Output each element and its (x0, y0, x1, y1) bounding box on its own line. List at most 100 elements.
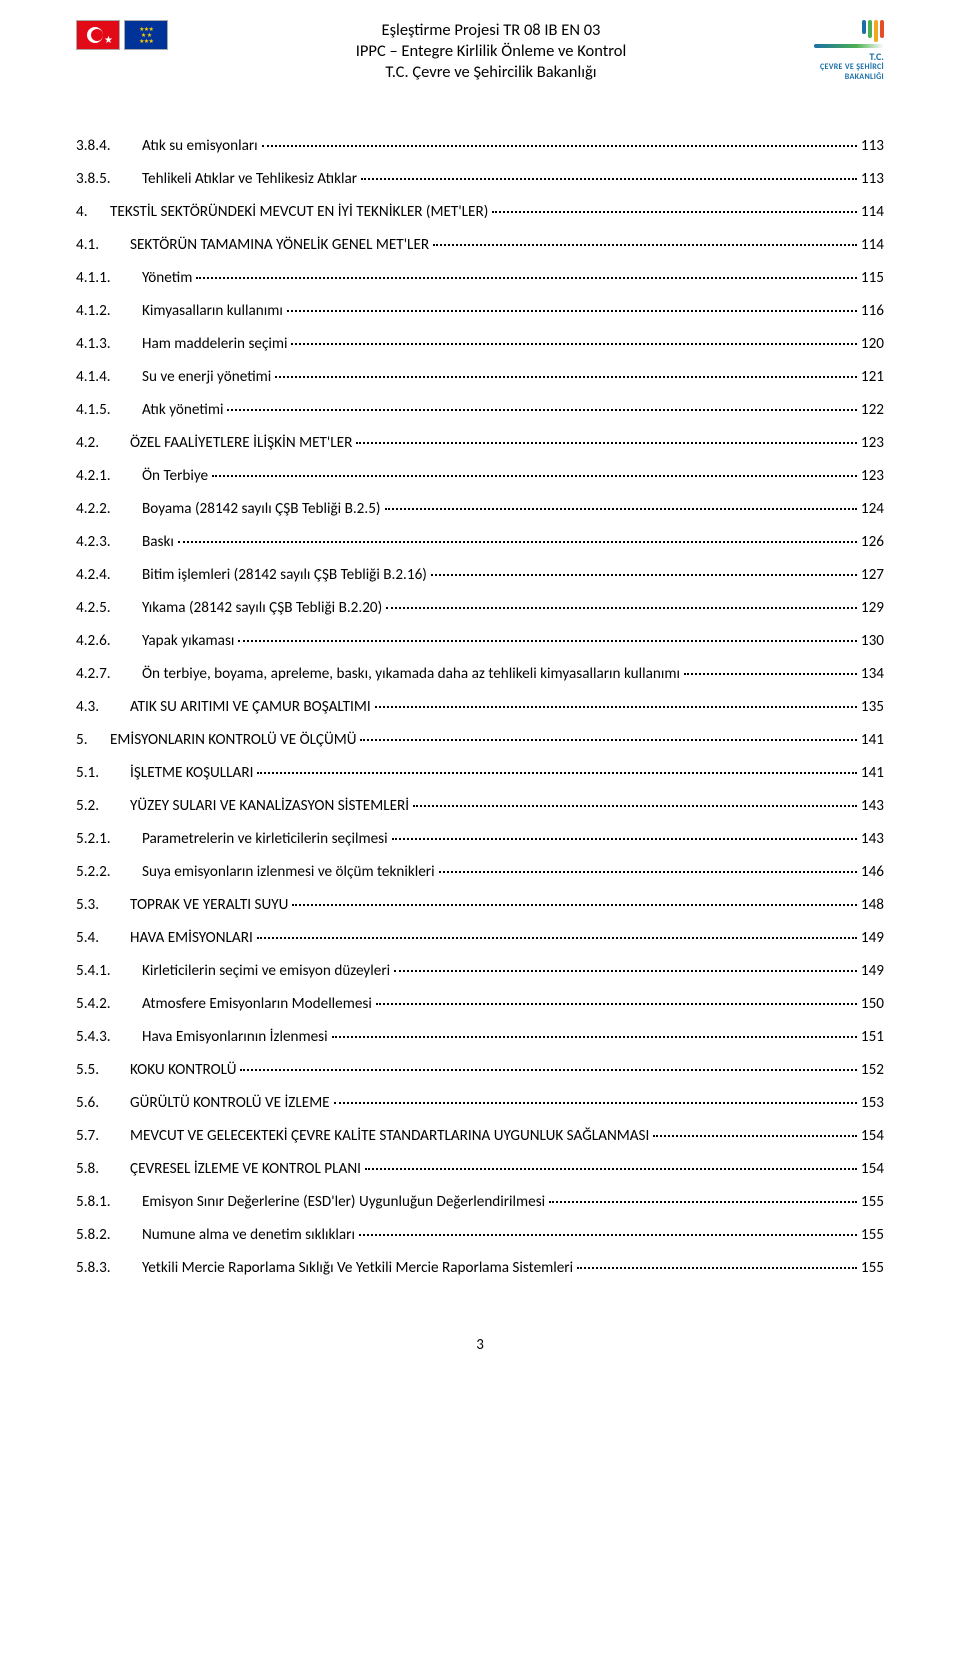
toc-entry: 4.1.3. Ham maddelerin seçimi 120 (76, 335, 884, 354)
toc-entry-title: Kirleticilerin seçimi ve emisyon düzeyle… (142, 962, 390, 981)
toc-entry-number: 5.7. (76, 1127, 116, 1146)
page-header: ★ ★ ★ ★★ ★★ ★ ★ Eşleştirme Projesi TR 08… (76, 20, 884, 83)
toc-entry-title: Hava Emisyonlarının İzlenmesi (142, 1028, 328, 1047)
toc-entry: 5.8.2.Numune alma ve denetim sıklıkları1… (76, 1226, 884, 1245)
toc-entry-title: Baskı (142, 533, 174, 552)
toc-entry: 5.4.3.Hava Emisyonlarının İzlenmesi151 (76, 1028, 884, 1047)
toc-leader-dots (178, 541, 857, 543)
logo-mark-icon (862, 20, 884, 42)
toc-entry-number: 4.2.3. (76, 533, 124, 552)
toc-entry: 5.2.YÜZEY SULARI VE KANALİZASYON SİSTEML… (76, 797, 884, 816)
toc-leader-dots (433, 244, 857, 246)
toc-entry-page: 153 (861, 1094, 884, 1113)
toc-entry: 5.4.2.Atmosfere Emisyonların Modellemesi… (76, 995, 884, 1014)
page-number: 3 (76, 1336, 884, 1354)
logo-text-3: BAKANLIĞI (814, 72, 884, 82)
table-of-contents: 3.8.4.Atık su emisyonları1133.8.5.Tehlik… (76, 137, 884, 1278)
toc-leader-dots (385, 508, 857, 510)
toc-leader-dots (334, 1102, 857, 1104)
toc-entry-title: Atık yönetimi (142, 401, 223, 420)
toc-entry: 5.8.ÇEVRESEL İZLEME VE KONTROL PLANI154 (76, 1160, 884, 1179)
toc-entry: 4.1.2.Kimyasalların kullanımı116 (76, 302, 884, 321)
toc-entry-number: 5.5. (76, 1061, 116, 1080)
toc-entry-page: 120 (861, 335, 884, 354)
toc-leader-dots (356, 442, 857, 444)
toc-entry-page: 127 (861, 566, 884, 585)
toc-leader-dots (549, 1201, 857, 1203)
toc-entry-page: 113 (861, 170, 884, 189)
toc-entry: 5.2.2.Suya emisyonların izlenmesi ve ölç… (76, 863, 884, 882)
toc-entry: 5.5.KOKU KONTROLÜ152 (76, 1061, 884, 1080)
toc-entry-number: 4.1. (76, 236, 116, 255)
toc-entry-title: GÜRÜLTÜ KONTROLÜ VE İZLEME (130, 1094, 330, 1113)
toc-entry-title: HAVA EMİSYONLARI (130, 929, 253, 948)
toc-entry-page: 114 (861, 203, 884, 222)
toc-entry-page: 124 (861, 500, 884, 519)
toc-entry-number: 4.2. (76, 434, 116, 453)
toc-entry: 5.8.3.Yetkili Mercie Raporlama Sıklığı V… (76, 1259, 884, 1278)
toc-entry: 4.2.3.Baskı126 (76, 533, 884, 552)
toc-entry-page: 149 (861, 962, 884, 981)
toc-entry-number: 4.3. (76, 698, 116, 717)
toc-entry-page: 134 (861, 665, 884, 684)
toc-entry-page: 130 (861, 632, 884, 651)
toc-entry-number: 4.1.3. (76, 335, 124, 354)
toc-entry-number: 5.6. (76, 1094, 116, 1113)
toc-entry-number: 5.4.3. (76, 1028, 124, 1047)
toc-entry-number: 4. (76, 203, 98, 222)
logo-swoosh-icon (814, 44, 884, 48)
toc-entry-number: 5.4. (76, 929, 116, 948)
toc-entry-title: Ham maddelerin seçimi (142, 335, 287, 354)
header-title-block: Eşleştirme Projesi TR 08 IB EN 03 IPPC –… (356, 20, 626, 83)
toc-entry-number: 5.3. (76, 896, 116, 915)
toc-entry-number: 5.2. (76, 797, 116, 816)
toc-leader-dots (394, 970, 857, 972)
toc-entry-number: 5.8.1. (76, 1193, 124, 1212)
toc-leader-dots (392, 838, 857, 840)
toc-entry-page: 154 (861, 1160, 884, 1179)
toc-entry-title: ÇEVRESEL İZLEME VE KONTROL PLANI (130, 1160, 361, 1179)
toc-leader-dots (653, 1135, 857, 1137)
toc-entry-page: 123 (861, 467, 884, 486)
toc-entry: 5.4.1.Kirleticilerin seçimi ve emisyon d… (76, 962, 884, 981)
toc-entry-page: 150 (861, 995, 884, 1014)
toc-entry: 5.8.1.Emisyon Sınır Değerlerine (ESD'ler… (76, 1193, 884, 1212)
toc-entry: 5.7.MEVCUT VE GELECEKTEKİ ÇEVRE KALİTE S… (76, 1127, 884, 1146)
toc-entry-page: 155 (861, 1193, 884, 1212)
toc-leader-dots (275, 376, 857, 378)
toc-entry: 4.2.ÖZEL FAALİYETLERE İLİŞKİN MET'LER123 (76, 434, 884, 453)
toc-entry-page: 143 (861, 830, 884, 849)
toc-entry-number: 5.2.2. (76, 863, 124, 882)
toc-entry: 4.2.6.Yapak yıkaması130 (76, 632, 884, 651)
toc-entry-page: 122 (861, 401, 884, 420)
toc-entry: 4.2.5.Yıkama (28142 sayılı ÇŞB Tebliği B… (76, 599, 884, 618)
ministry-logo: T.C. ÇEVRE VE ŞEHİRCİ BAKANLIĞI (814, 20, 884, 82)
toc-entry: 4.3.ATIK SU ARITIMI VE ÇAMUR BOŞALTIMI13… (76, 698, 884, 717)
header-line-2: IPPC – Entegre Kirlilik Önleme ve Kontro… (356, 41, 626, 62)
toc-entry-title: Ön terbiye, boyama, apreleme, baskı, yık… (142, 665, 680, 684)
toc-leader-dots (360, 739, 856, 741)
toc-leader-dots (291, 343, 856, 345)
flag-group: ★ ★ ★ ★★ ★★ ★ ★ (76, 20, 168, 50)
toc-leader-dots (577, 1267, 857, 1269)
toc-entry-page: 148 (861, 896, 884, 915)
toc-leader-dots (375, 706, 857, 708)
toc-entry-title: KOKU KONTROLÜ (130, 1061, 236, 1080)
toc-entry-title: SEKTÖRÜN TAMAMINA YÖNELİK GENEL MET'LER (130, 236, 429, 255)
toc-entry-title: TOPRAK VE YERALTI SUYU (130, 896, 288, 915)
toc-entry: 3.8.5.Tehlikeli Atıklar ve Tehlikesiz At… (76, 170, 884, 189)
toc-entry-number: 4.2.2. (76, 500, 124, 519)
eu-flag-icon: ★ ★ ★★ ★★ ★ ★ (124, 20, 168, 50)
toc-entry-number: 5. (76, 731, 98, 750)
toc-leader-dots (257, 772, 856, 774)
toc-entry-page: 113 (861, 137, 884, 156)
toc-entry: 4.2.1.Ön Terbiye123 (76, 467, 884, 486)
toc-entry: 5.EMİSYONLARIN KONTROLÜ VE ÖLÇÜMÜ141 (76, 731, 884, 750)
toc-entry-number: 4.2.5. (76, 599, 124, 618)
toc-entry-number: 5.8.2. (76, 1226, 124, 1245)
toc-entry: 4.1. SEKTÖRÜN TAMAMINA YÖNELİK GENEL MET'… (76, 236, 884, 255)
toc-entry-title: EMİSYONLARIN KONTROLÜ VE ÖLÇÜMÜ (110, 731, 356, 750)
toc-entry-title: Tehlikeli Atıklar ve Tehlikesiz Atıklar (142, 170, 357, 189)
toc-leader-dots (361, 178, 857, 180)
toc-entry-title: Ön Terbiye (142, 467, 208, 486)
